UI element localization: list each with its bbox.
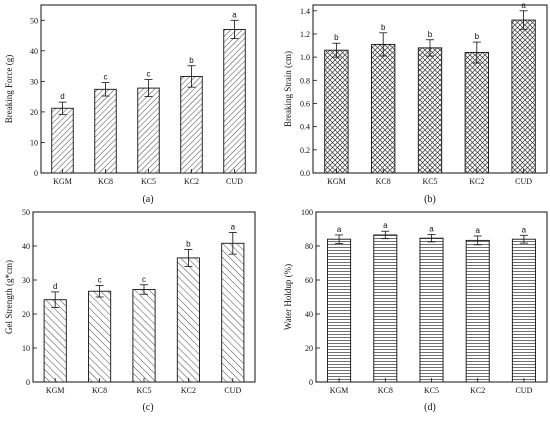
- significance-label: b: [475, 32, 480, 41]
- bar-kgm: [324, 49, 349, 174]
- y-tick-label: 20: [305, 344, 313, 353]
- x-tick-label: KC8: [376, 177, 391, 186]
- x-tick-label: CUD: [224, 386, 241, 395]
- significance-label: b: [189, 56, 194, 65]
- significance-label: a: [475, 226, 480, 235]
- panel-caption: (d): [424, 402, 436, 413]
- x-tick-label: KC2: [470, 386, 485, 395]
- panel-caption: (c): [142, 402, 153, 413]
- y-tick-label: 60: [305, 276, 313, 285]
- significance-label: a: [231, 222, 236, 231]
- x-tick-label: KC2: [181, 386, 196, 395]
- y-tick-label: 40: [22, 242, 30, 251]
- y-tick-label: 10: [22, 344, 30, 353]
- y-tick-label: 1.2: [300, 30, 310, 39]
- panel-caption: (b): [424, 194, 436, 205]
- bar-cud: [511, 19, 536, 174]
- y-tick-label: 1.0: [300, 53, 310, 62]
- chart-panel-4: 0 20 40 60 80 100 Water Holdup (%) a KGM a KC8 a KC5…: [283, 208, 548, 413]
- y-tick-label: 0: [34, 169, 38, 178]
- x-tick-label: KC8: [378, 386, 393, 395]
- bar-cud: [221, 242, 245, 383]
- chart-panel-3: 0 10 20 30 40 50 Gel Strength (g*cm) d KGM c KC8 c K…: [4, 208, 256, 413]
- x-tick-label: KC5: [141, 177, 156, 186]
- significance-label: c: [147, 70, 151, 79]
- significance-label: a: [522, 225, 527, 234]
- x-tick-label: CUD: [515, 386, 532, 395]
- x-tick-label: KGM: [53, 177, 72, 186]
- significance-label: a: [383, 221, 388, 230]
- x-tick-label: KGM: [330, 386, 349, 395]
- x-tick-label: CUD: [226, 177, 243, 186]
- x-tick-label: KGM: [46, 386, 65, 395]
- y-tick-label: 1.4: [300, 7, 310, 16]
- y-axis-label: Gel Strength (g*cm): [4, 260, 14, 334]
- bar-kc2: [180, 76, 203, 174]
- y-tick-label: 50: [22, 208, 30, 217]
- x-tick-label: KC5: [136, 386, 151, 395]
- y-tick-label: 30: [22, 276, 30, 285]
- bar-kc2: [176, 257, 200, 383]
- significance-label: b: [428, 30, 433, 39]
- bar-kgm: [327, 238, 352, 383]
- significance-label: c: [104, 73, 108, 82]
- y-tick-label: 0: [309, 378, 313, 387]
- bar-kc8: [94, 88, 117, 174]
- x-tick-label: KGM: [327, 177, 346, 186]
- significance-label: b: [381, 23, 386, 32]
- chart-panel-1: 0 10 20 30 40 50 Breaking Force (g) d KGM c KC8 c KC…: [4, 4, 257, 205]
- chart-panel-2: 0.0 0.2 0.4 0.6 0.8 1.0 1.2 1.4 Breaking Strain …: [283, 1, 548, 205]
- significance-label: a: [337, 225, 342, 234]
- bar-kc2: [465, 239, 490, 383]
- bar-cud: [223, 28, 246, 174]
- bar-cud: [511, 238, 536, 383]
- bar-kc5: [137, 87, 160, 174]
- y-tick-label: 20: [30, 108, 38, 117]
- significance-label: a: [521, 1, 526, 10]
- y-tick-label: 100: [301, 208, 313, 217]
- bar-kgm: [51, 107, 74, 174]
- y-tick-label: 0.2: [300, 146, 310, 155]
- significance-label: a: [232, 10, 237, 19]
- significance-label: c: [142, 275, 146, 284]
- bar-kc5: [417, 47, 443, 174]
- bar-kc2: [464, 52, 489, 174]
- x-tick-label: KC5: [422, 177, 437, 186]
- bar-kc5: [419, 237, 444, 383]
- bar-kc5: [132, 289, 156, 383]
- y-tick-label: 80: [305, 242, 313, 251]
- y-tick-label: 0: [26, 378, 30, 387]
- y-tick-label: 40: [30, 47, 38, 56]
- y-axis-label: Breaking Strain (cm): [283, 51, 293, 127]
- y-tick-label: 0.8: [300, 76, 310, 85]
- bar-kc8: [373, 234, 398, 383]
- y-tick-label: 40: [305, 310, 313, 319]
- x-tick-label: CUD: [515, 177, 532, 186]
- x-tick-label: KC2: [469, 177, 484, 186]
- bar-kgm: [43, 299, 67, 383]
- x-tick-label: KC2: [184, 177, 199, 186]
- significance-label: a: [429, 224, 434, 233]
- x-tick-label: KC8: [98, 177, 113, 186]
- y-tick-label: 0.4: [300, 123, 310, 132]
- x-tick-label: KC8: [92, 386, 107, 395]
- y-tick-label: 50: [30, 16, 38, 25]
- panel-caption: (a): [142, 194, 153, 205]
- x-tick-label: KC5: [424, 386, 439, 395]
- significance-label: d: [60, 92, 64, 101]
- significance-label: c: [98, 275, 102, 284]
- y-tick-label: 0.0: [300, 169, 310, 178]
- y-tick-label: 30: [30, 77, 38, 86]
- y-axis-label: Water Holdup (%): [283, 264, 293, 330]
- y-tick-label: 20: [22, 310, 30, 319]
- significance-label: d: [53, 282, 57, 291]
- y-tick-label: 0.6: [300, 99, 310, 108]
- significance-label: b: [334, 33, 339, 42]
- significance-label: b: [186, 239, 191, 248]
- bar-kc8: [371, 43, 396, 174]
- bar-kc8: [88, 290, 112, 383]
- y-tick-label: 10: [30, 138, 38, 147]
- y-axis-label: Breaking Force (g): [4, 55, 14, 123]
